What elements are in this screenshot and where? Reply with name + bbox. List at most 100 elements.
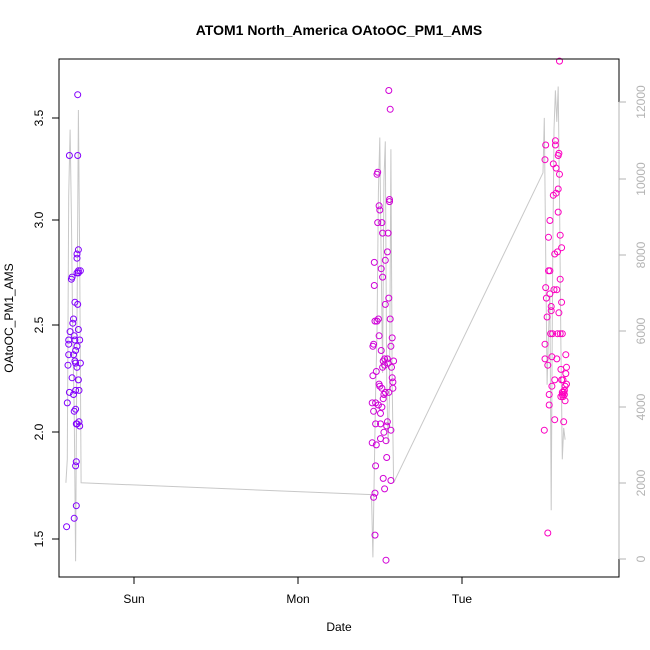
data-point [558,298,566,306]
data-point [547,303,555,310]
data-point [553,355,561,363]
data-point [72,347,80,354]
data-point [76,336,84,344]
data-point [558,330,566,338]
data-point [370,258,378,266]
data-point [72,458,80,466]
data-point [374,401,382,409]
data-point [546,267,554,275]
data-point [64,361,72,369]
data-point [63,523,71,531]
y-tick-label-3-5: 3.5 [32,109,46,126]
data-point [556,170,563,178]
data-point [385,87,393,94]
data-point [76,267,84,275]
data-point [73,254,81,262]
data-point [555,149,563,157]
data-point [385,294,393,302]
data-point [378,219,386,227]
y-tick-label-3-0: 3.0 [32,211,46,228]
data-point [372,368,380,375]
data-point [544,529,552,537]
data-point [546,290,554,298]
data-point [71,336,79,344]
data-point [72,386,80,394]
data-point [371,489,379,497]
data-point [70,391,77,398]
data-point [379,395,387,403]
data-point [69,319,77,327]
data-point [545,233,552,241]
data-point [556,231,564,239]
data-point [378,384,386,392]
data-point [551,376,559,384]
data-point [556,330,564,338]
data-point [383,454,391,461]
data-point [65,152,73,159]
right-y-tick-label-12000: 12000 [634,85,648,119]
right-y-tick-label-0: 0 [634,555,648,562]
data-point [381,485,389,493]
data-point [70,315,77,323]
data-point [72,359,80,367]
data-point [383,422,391,430]
data-point [370,340,378,348]
data-point [384,229,392,237]
y-tick-label-1-5: 1.5 [32,530,46,547]
data-point [551,141,559,149]
data-point [72,462,80,470]
data-point [563,363,570,371]
right-y-axis: 0 2000 4000 6000 8000 10000 12000 [618,85,648,562]
data-point [371,531,379,539]
data-point [74,376,82,384]
data-point [551,416,559,424]
data-point [383,248,391,256]
data-point [386,196,393,203]
y-axis-label: OAtoOC_PM1_AMS [2,263,16,372]
data-point [370,407,378,415]
data-point [74,269,82,277]
data-point [70,514,78,522]
data-point [377,409,384,417]
data-point [545,401,553,409]
right-axis-line-layer [65,86,566,562]
data-point [66,328,74,336]
data-point [375,332,383,340]
data-point [76,422,84,430]
data-point [562,370,570,378]
data-point [541,355,549,363]
data-point [372,441,380,449]
data-point [555,309,563,317]
x-tick-label-mon: Mon [286,592,309,606]
data-point [74,152,82,159]
data-point [551,137,559,145]
right-y-tick-label-6000: 6000 [634,317,648,344]
data-point [386,105,394,113]
data-point [562,351,570,359]
data-point [387,426,395,434]
data-point [372,420,380,428]
data-point [74,267,82,275]
data-point [382,556,390,564]
data-point [381,388,389,396]
data-point [75,418,83,426]
data-point [547,330,555,338]
data-point [386,315,394,323]
data-point [368,439,376,447]
data-point [377,347,385,354]
data-point [377,420,384,428]
data-point [541,340,549,348]
data-point [546,217,554,224]
data-point [375,202,383,210]
data-point [376,382,384,390]
right-y-tick-label-2000: 2000 [634,469,648,496]
data-point [370,282,378,289]
data-point [72,502,80,510]
data-point [544,361,552,369]
data-point [379,273,387,281]
data-point [73,363,81,371]
data-point [377,265,385,273]
data-point [378,403,386,411]
data-point [545,391,553,398]
data-point [75,386,83,394]
